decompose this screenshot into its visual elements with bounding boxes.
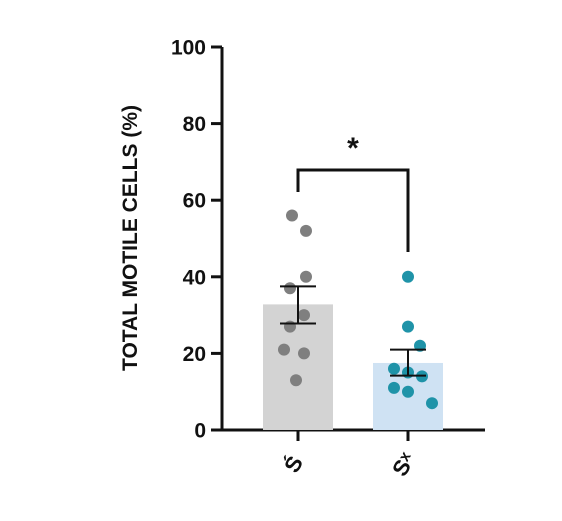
x-tick-label-0: Ś xyxy=(279,452,308,477)
y-tick-label-0: 0 xyxy=(194,420,206,443)
data-point-0-5 xyxy=(284,320,296,333)
data-point-0-1 xyxy=(300,224,312,237)
x-axis: Ś Sˣ xyxy=(220,428,485,480)
y-tick-label-60: 60 xyxy=(183,190,206,213)
bars-layer xyxy=(263,304,443,430)
x-tick-label-1: Sˣ xyxy=(387,447,420,480)
y-tick-label-100: 100 xyxy=(171,37,206,60)
significance-layer: * xyxy=(296,132,410,252)
data-point-0-2 xyxy=(300,270,312,283)
errorbars-layer xyxy=(280,285,426,377)
y-axis: 0 20 40 60 80 100 xyxy=(171,37,224,443)
y-tick-label-80: 80 xyxy=(183,113,206,136)
y-tick-label-40: 40 xyxy=(183,266,206,289)
bar-0 xyxy=(263,304,333,430)
data-point-0-0 xyxy=(286,209,298,222)
data-point-1-0 xyxy=(402,270,414,283)
data-point-1-7 xyxy=(402,385,414,398)
data-point-1-6 xyxy=(388,381,400,394)
data-point-1-8 xyxy=(426,397,438,410)
y-axis-title: TOTAL MOTILE CELLS (%) xyxy=(119,105,142,371)
significance-bracket xyxy=(296,168,410,252)
data-point-0-4 xyxy=(298,309,310,322)
data-point-0-3 xyxy=(284,282,296,295)
data-point-0-6 xyxy=(278,343,290,356)
data-point-1-1 xyxy=(402,320,414,333)
y-tick-label-20: 20 xyxy=(183,343,206,366)
data-point-0-8 xyxy=(290,374,302,387)
data-point-0-7 xyxy=(298,347,310,360)
data-point-1-3 xyxy=(388,362,400,375)
significance-label: * xyxy=(347,132,359,165)
